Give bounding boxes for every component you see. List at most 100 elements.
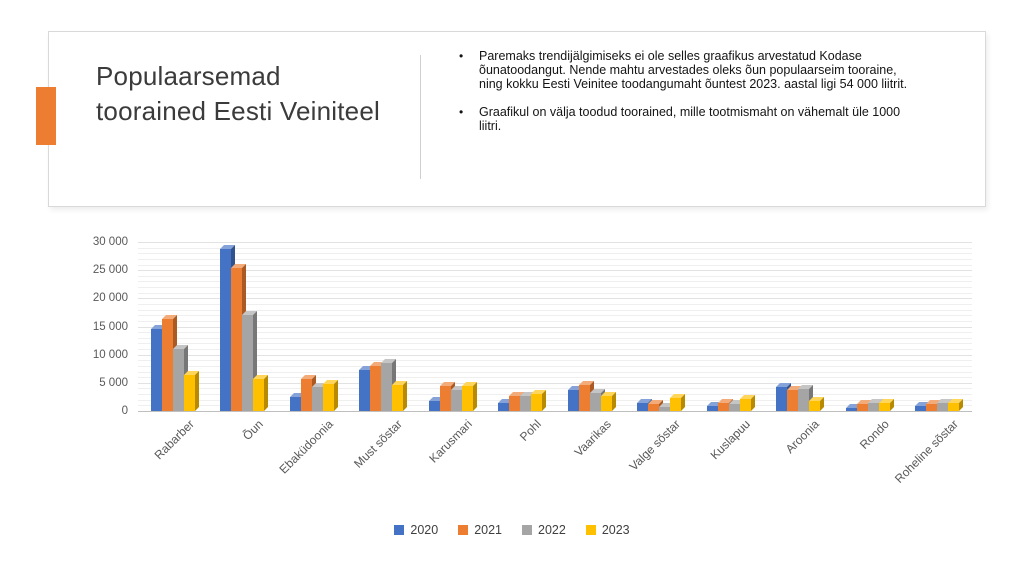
bar-valge-sõstar-2022 xyxy=(659,403,674,411)
bar-karusmari-2020 xyxy=(429,397,444,411)
bar-õun-2023 xyxy=(253,375,268,411)
gridline xyxy=(138,365,972,367)
bar-rabarber-2021 xyxy=(162,315,177,411)
bar-pohl-2023 xyxy=(531,390,546,411)
x-axis-line xyxy=(138,411,972,412)
bar-õun-2021 xyxy=(231,264,246,411)
bar-kuslapuu-2022 xyxy=(729,400,744,411)
gridline xyxy=(138,354,972,356)
bar-must-sõstar-2021 xyxy=(370,362,385,411)
legend-label: 2022 xyxy=(538,523,566,537)
gridline xyxy=(138,371,972,373)
bar-valge-sõstar-2023 xyxy=(670,394,685,411)
y-axis-tick-label: 30 000 xyxy=(92,236,128,248)
gridline xyxy=(138,270,972,272)
header-divider xyxy=(420,55,421,179)
page-title-line1: Populaarsemad xyxy=(96,61,281,91)
bar-side-face xyxy=(473,382,477,411)
bar-side-face xyxy=(542,390,546,411)
bar-side-face xyxy=(334,380,338,411)
legend-label: 2023 xyxy=(601,523,630,537)
gridline xyxy=(138,382,972,384)
bullet-icon: • xyxy=(459,49,464,63)
bar-must-sõstar-2020 xyxy=(359,366,374,411)
legend-swatch-icon xyxy=(394,525,405,535)
bar-side-face xyxy=(751,395,755,411)
bar-vaarikas-2022 xyxy=(590,389,605,411)
bar-aroonia-2021 xyxy=(787,386,802,411)
bar-kuslapuu-2023 xyxy=(740,395,755,411)
gridline xyxy=(138,247,972,249)
gridline xyxy=(138,399,972,401)
bar-õun-2020 xyxy=(220,245,235,411)
gridline xyxy=(138,303,972,305)
bar-roheline-sõstar-2020 xyxy=(915,402,930,411)
legend-item-2022: 2022 xyxy=(522,523,566,537)
gridline xyxy=(138,287,972,289)
bar-side-face xyxy=(820,397,824,411)
y-axis-tick-label: 10 000 xyxy=(92,348,128,361)
bar-side-face xyxy=(264,375,268,411)
bar-side-face xyxy=(681,394,685,411)
bar-side-face xyxy=(403,381,407,411)
bar-rondo-2021 xyxy=(857,400,872,411)
bar-pohl-2022 xyxy=(520,392,535,411)
bar-ebaküdoonia-2021 xyxy=(301,375,316,411)
y-axis-tick-label: 0 xyxy=(121,405,128,417)
gridline xyxy=(138,315,972,317)
bar-chart: 2020 2021 2022 2023 0 5 000 10 000 15 000 20 00… xyxy=(0,220,1024,576)
gridline xyxy=(138,253,972,255)
bar-side-face xyxy=(612,392,616,411)
bar-karusmari-2021 xyxy=(440,382,455,411)
bar-roheline-sõstar-2022 xyxy=(937,399,952,411)
chart-legend: 2020 2021 2022 2023 xyxy=(0,523,1024,537)
bar-roheline-sõstar-2023 xyxy=(948,399,963,411)
gridline xyxy=(138,298,972,300)
bullet-item: • Graafikul on välja toodud toorained, m… xyxy=(457,105,909,133)
gridline xyxy=(138,320,972,322)
bar-rabarber-2020 xyxy=(151,325,166,411)
bar-must-sõstar-2023 xyxy=(392,381,407,411)
gridline xyxy=(138,337,972,339)
bullet-icon: • xyxy=(459,105,464,119)
bar-valge-sõstar-2020 xyxy=(637,399,652,411)
bar-ebaküdoonia-2020 xyxy=(290,393,305,411)
gridline xyxy=(138,405,972,407)
gridline xyxy=(138,326,972,328)
gridline xyxy=(138,343,972,345)
bar-pohl-2021 xyxy=(509,392,524,411)
legend-label: 2021 xyxy=(474,523,502,537)
bar-pohl-2020 xyxy=(498,399,513,411)
bar-side-face xyxy=(195,371,199,411)
y-axis-tick-label: 20 000 xyxy=(92,292,128,305)
bar-rondo-2022 xyxy=(868,399,883,411)
gridline xyxy=(138,349,972,351)
legend-swatch-icon xyxy=(458,525,469,535)
legend-swatch-icon xyxy=(585,525,596,535)
bullet-text-2: Graafikul on välja toodud toorained, mil… xyxy=(479,105,901,133)
bar-karusmari-2023 xyxy=(462,382,477,411)
gridline xyxy=(138,275,972,277)
gridline xyxy=(138,292,972,294)
bar-õun-2022 xyxy=(242,311,257,411)
bar-ebaküdoonia-2022 xyxy=(312,383,327,411)
bar-rondo-2020 xyxy=(846,404,861,411)
bar-roheline-sõstar-2021 xyxy=(926,400,941,411)
legend-label: 2020 xyxy=(410,523,439,537)
bar-valge-sõstar-2021 xyxy=(648,400,663,411)
bullet-item: • Paremaks trendijälgimiseks ei ole sell… xyxy=(457,49,909,91)
gridline xyxy=(138,377,972,379)
bar-must-sõstar-2022 xyxy=(381,359,396,411)
legend-swatch-icon xyxy=(522,525,532,535)
bar-rondo-2023 xyxy=(879,399,894,411)
bar-side-face xyxy=(959,399,963,411)
header-box: Populaarsemad toorained Eesti Veiniteel … xyxy=(48,31,986,207)
bar-vaarikas-2023 xyxy=(601,392,616,411)
gridline xyxy=(138,388,972,390)
bar-vaarikas-2021 xyxy=(579,381,594,411)
accent-bar xyxy=(36,87,56,145)
bar-karusmari-2022 xyxy=(451,386,466,411)
page-title: Populaarsemad toorained Eesti Veiniteel xyxy=(96,59,426,129)
bar-kuslapuu-2020 xyxy=(707,402,722,411)
bar-kuslapuu-2021 xyxy=(718,399,733,411)
